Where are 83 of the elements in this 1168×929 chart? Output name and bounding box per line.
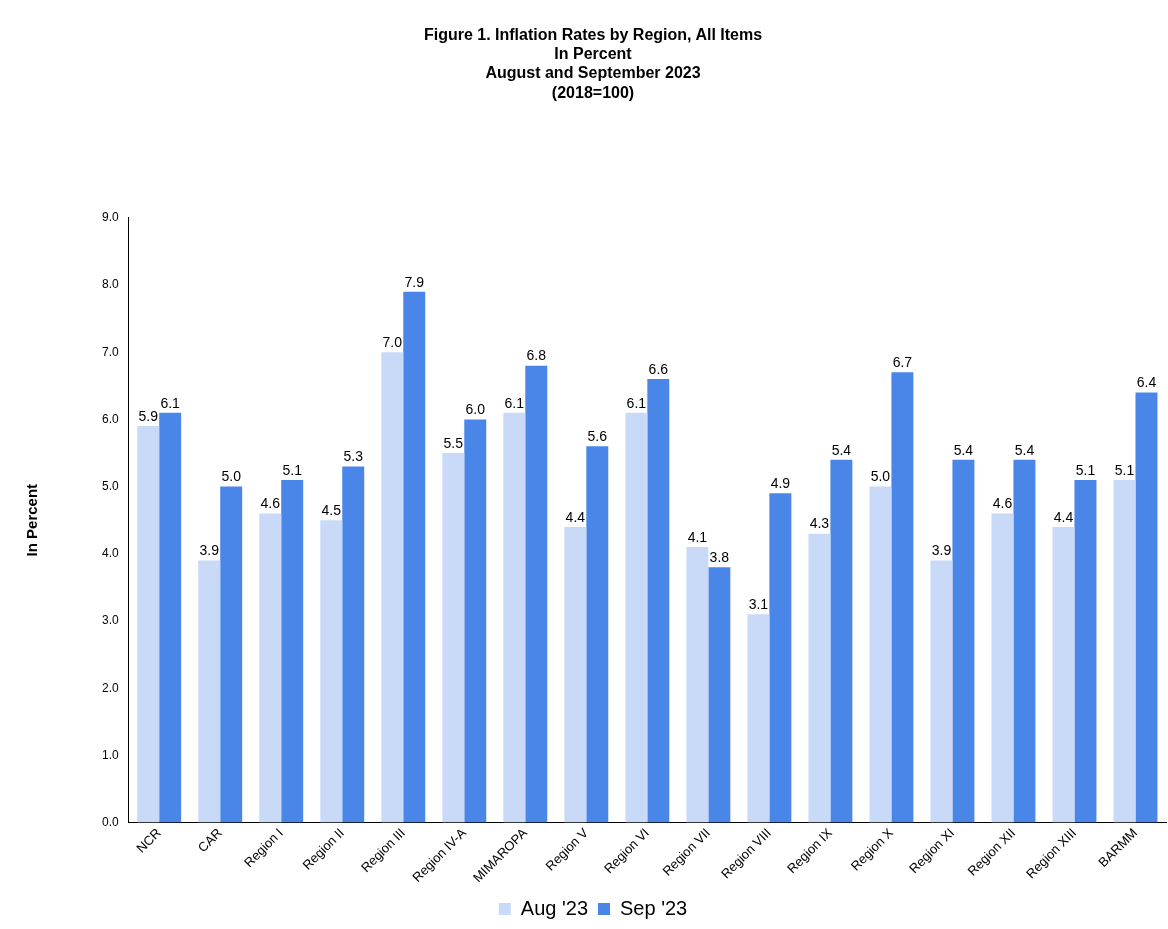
data-label: 6.1 [160, 394, 181, 411]
data-label: 5.1 [1075, 461, 1096, 478]
bar [808, 533, 831, 823]
data-label: 6.1 [626, 394, 647, 411]
bar [342, 466, 365, 823]
data-label: 6.0 [465, 401, 486, 418]
bar [137, 426, 160, 823]
data-label: 5.6 [587, 428, 608, 445]
data-label: 6.4 [1136, 374, 1157, 391]
data-label: 3.9 [931, 542, 952, 559]
data-label: 5.0 [221, 468, 242, 485]
bar [586, 446, 609, 823]
bar [525, 365, 548, 823]
bar [464, 419, 487, 823]
data-label: 7.0 [382, 334, 403, 351]
bar [564, 526, 587, 823]
data-label: 4.9 [770, 475, 791, 492]
data-label: 4.1 [687, 528, 708, 545]
data-label: 5.5 [443, 434, 464, 451]
bar [259, 513, 282, 823]
data-label: 3.8 [709, 549, 730, 566]
bar [1074, 479, 1097, 823]
data-label: 4.4 [565, 508, 586, 525]
chart-title: Figure 1. Inflation Rates by Region, All Items In Percent August and September 2023 (2018=100) [423, 26, 763, 101]
bar [830, 459, 853, 823]
bar [1052, 526, 1075, 823]
bar [198, 560, 221, 823]
data-label: 5.9 [138, 407, 159, 424]
bar [952, 459, 975, 823]
legend-label: Aug '23 [520, 896, 589, 919]
data-label: 6.7 [892, 354, 913, 371]
data-label: 5.3 [343, 448, 364, 465]
legend-label: Sep '23 [620, 896, 688, 919]
y-tick-label: 5.0 [101, 478, 119, 493]
data-label: 3.1 [748, 596, 769, 613]
data-label: 5.1 [282, 461, 303, 478]
y-tick-label: 0.0 [101, 814, 119, 829]
bar [1013, 459, 1036, 823]
bar [1113, 479, 1136, 823]
bar [220, 486, 243, 823]
y-axis-title: In Percent [23, 483, 41, 557]
bar [381, 352, 404, 823]
bar [686, 547, 709, 823]
data-label: 5.0 [870, 468, 891, 485]
data-label: 4.4 [1053, 508, 1074, 525]
y-tick-label: 2.0 [101, 680, 119, 695]
y-tick-label: 8.0 [101, 277, 119, 292]
bar [769, 493, 792, 823]
data-label: 6.6 [648, 360, 669, 377]
bar [503, 412, 526, 823]
bar [625, 412, 648, 823]
bar [1135, 392, 1158, 823]
y-tick-label: 9.0 [101, 210, 119, 225]
bar [891, 372, 914, 823]
bar [403, 291, 426, 823]
bar [747, 614, 770, 823]
bar [869, 486, 892, 823]
data-label: 4.6 [992, 495, 1013, 512]
x-tick-label: CAR [194, 825, 225, 856]
bar [442, 453, 465, 823]
data-label: 4.6 [260, 495, 281, 512]
data-label: 5.1 [1114, 461, 1135, 478]
y-tick-label: 7.0 [101, 344, 119, 359]
bar [320, 520, 343, 823]
data-label: 4.3 [809, 515, 830, 532]
y-tick-label: 1.0 [101, 747, 119, 762]
data-label: 6.8 [526, 347, 547, 364]
bar [647, 379, 670, 823]
data-label: 5.4 [1014, 441, 1035, 458]
y-tick-label: 4.0 [101, 546, 119, 561]
data-label: 5.4 [953, 441, 974, 458]
y-tick-label: 6.0 [101, 411, 119, 426]
bar [708, 567, 731, 823]
y-tick-label: 3.0 [101, 613, 119, 628]
bar [991, 513, 1014, 823]
data-label: 3.9 [199, 542, 220, 559]
data-label: 7.9 [404, 273, 425, 290]
bar [281, 479, 304, 823]
bar [159, 412, 182, 823]
data-label: 4.5 [321, 502, 342, 519]
bar [930, 560, 953, 823]
data-label: 5.4 [831, 441, 852, 458]
data-label: 6.1 [504, 394, 525, 411]
